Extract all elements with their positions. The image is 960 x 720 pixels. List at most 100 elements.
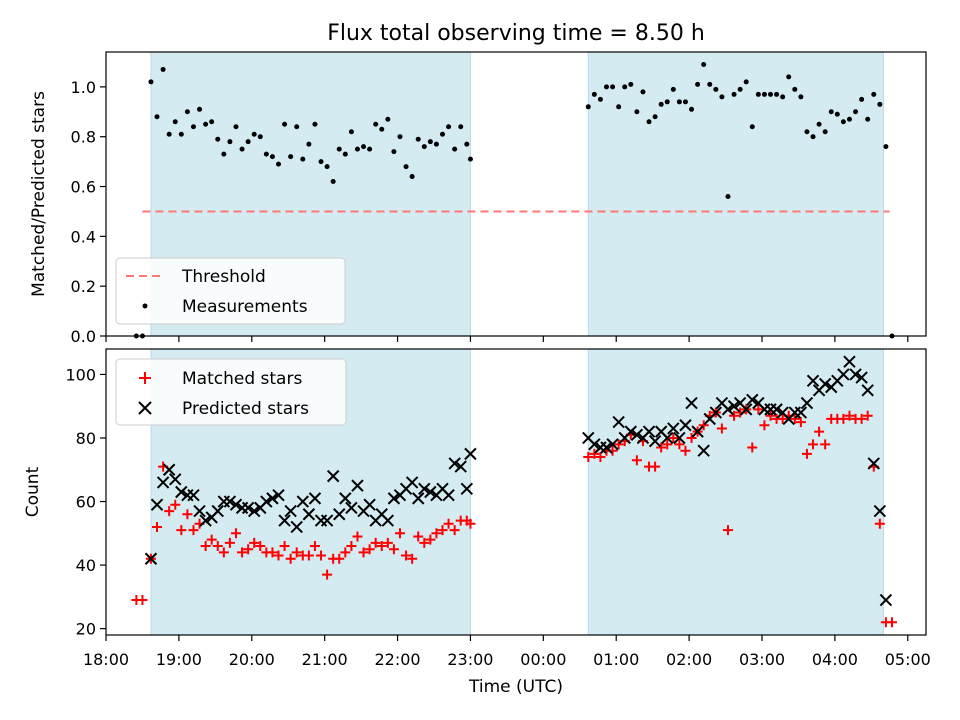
predicted-stars-point [169, 473, 182, 486]
predicted-stars-point [223, 495, 237, 508]
matched-stars-point [267, 547, 278, 558]
x-tick-label: 20:00 [229, 650, 275, 669]
matched-stars-point [862, 410, 873, 421]
measurement-point [597, 96, 603, 102]
measurement-point [239, 146, 245, 152]
predicted-stars-point [424, 485, 437, 499]
predicted-stars-point [818, 377, 832, 391]
x-tick-label: 19:00 [156, 650, 202, 669]
predicted-stars-point [691, 425, 704, 438]
matched-stars-point [322, 569, 333, 580]
x-axis-ticks-top [105, 336, 909, 342]
y-axis-ticks-count: 20 40 60 80 100 [65, 365, 106, 639]
legend-matched-swatch [139, 372, 151, 384]
measurement-point [610, 84, 616, 90]
predicted-stars-point [260, 495, 273, 508]
matched-stars-point [340, 547, 351, 558]
measurement-point [804, 129, 810, 135]
measurement-point [792, 86, 798, 92]
measurement-point [148, 79, 154, 85]
measurement-point [622, 84, 628, 90]
matched-stars-point [303, 550, 314, 561]
matched-stars-point [170, 499, 181, 510]
predicted-stars-point [156, 476, 170, 489]
matched-stars-point [176, 525, 187, 536]
measurement-point [822, 129, 828, 135]
matched-stars-point [874, 518, 885, 529]
y-tick-label: 0.4 [71, 227, 96, 246]
predicted-stars-point [308, 492, 322, 505]
chart-title: Flux total observing time = 8.50 h [327, 21, 705, 46]
matched-stars-point [279, 541, 290, 552]
predicted-stars-point [606, 438, 619, 451]
y-axis-label-ratio: Matched/Predicted stars [29, 91, 49, 297]
x-axis-ticks-bottom: 18:00 19:00 20:00 21:00 22:00 23:00 00:00 01:00… [83, 635, 931, 669]
y-tick-label: 0.0 [71, 327, 96, 346]
x-tick-label: 02:00 [666, 650, 712, 669]
measurement-point [415, 136, 421, 142]
measurement-point [282, 121, 288, 127]
predicted-stars-point [302, 508, 316, 521]
measurement-point [354, 146, 360, 152]
measurement-point [203, 121, 209, 127]
measurement-point [877, 101, 883, 107]
y-tick-label: 40 [76, 556, 96, 575]
predicted-stars-point [642, 425, 656, 438]
matched-stars-point [437, 525, 448, 536]
matched-stars-point [613, 439, 624, 450]
predicted-stars-point [843, 355, 856, 368]
matched-stars-point [631, 455, 642, 466]
predicted-stars-point [746, 393, 759, 407]
y-tick-label: 80 [76, 429, 96, 448]
matched-stars-point [237, 547, 248, 558]
measurement-point [768, 91, 774, 97]
measurement-point [184, 109, 190, 115]
predicted-stars-point [442, 488, 455, 502]
y-tick-label: 1.0 [71, 78, 96, 97]
measurement-point [840, 119, 846, 125]
matched-stars-point [680, 445, 691, 456]
predicted-stars-point [363, 498, 376, 511]
measurement-point [221, 151, 227, 157]
matched-stars-point [407, 553, 418, 564]
x-tick-label: 05:00 [885, 650, 931, 669]
panel-count: 20 40 60 80 100 18:00 19:00 20:00 21:00 22:00 23:… [23, 348, 931, 669]
matched-stars-point [795, 417, 806, 428]
predicted-stars-point [241, 501, 255, 515]
matched-stars-point [388, 544, 399, 555]
predicted-stars-point [418, 482, 431, 496]
legend-matched-label: Matched stars [182, 369, 302, 389]
measurement-point [865, 116, 871, 122]
predicted-stars-point [448, 457, 461, 470]
matched-stars-point [224, 537, 235, 548]
matched-stars-point [382, 537, 393, 548]
measurement-point [774, 91, 780, 97]
measurement-point [761, 91, 767, 97]
measurements-series [133, 61, 895, 339]
measurement-point [160, 66, 166, 72]
predicted-stars-point [837, 368, 850, 381]
matched-stars-point [814, 426, 825, 437]
predicted-stars-point [673, 431, 686, 445]
measurement-point [676, 99, 682, 105]
predicted-stars-point [679, 419, 692, 432]
measurement-point [816, 121, 822, 127]
predicted-stars-point [229, 498, 243, 511]
matched-stars-point [419, 537, 430, 548]
matched-stars-point [137, 595, 148, 606]
predicted-stars-point [697, 444, 710, 457]
measurement-point [336, 146, 342, 152]
x-tick-label: 03:00 [739, 650, 785, 669]
predicted-stars-point [661, 431, 674, 445]
legend-predicted-swatch [138, 401, 152, 415]
measurement-point [440, 131, 446, 137]
measurement-point [403, 164, 409, 170]
matched-stars-point [164, 506, 175, 517]
measurement-point [834, 111, 840, 117]
observing-window-2 [587, 348, 884, 636]
measurement-point [427, 139, 433, 145]
matched-stars-point [443, 518, 454, 529]
predicted-stars-point [320, 514, 334, 527]
predicted-stars-point [806, 374, 820, 387]
